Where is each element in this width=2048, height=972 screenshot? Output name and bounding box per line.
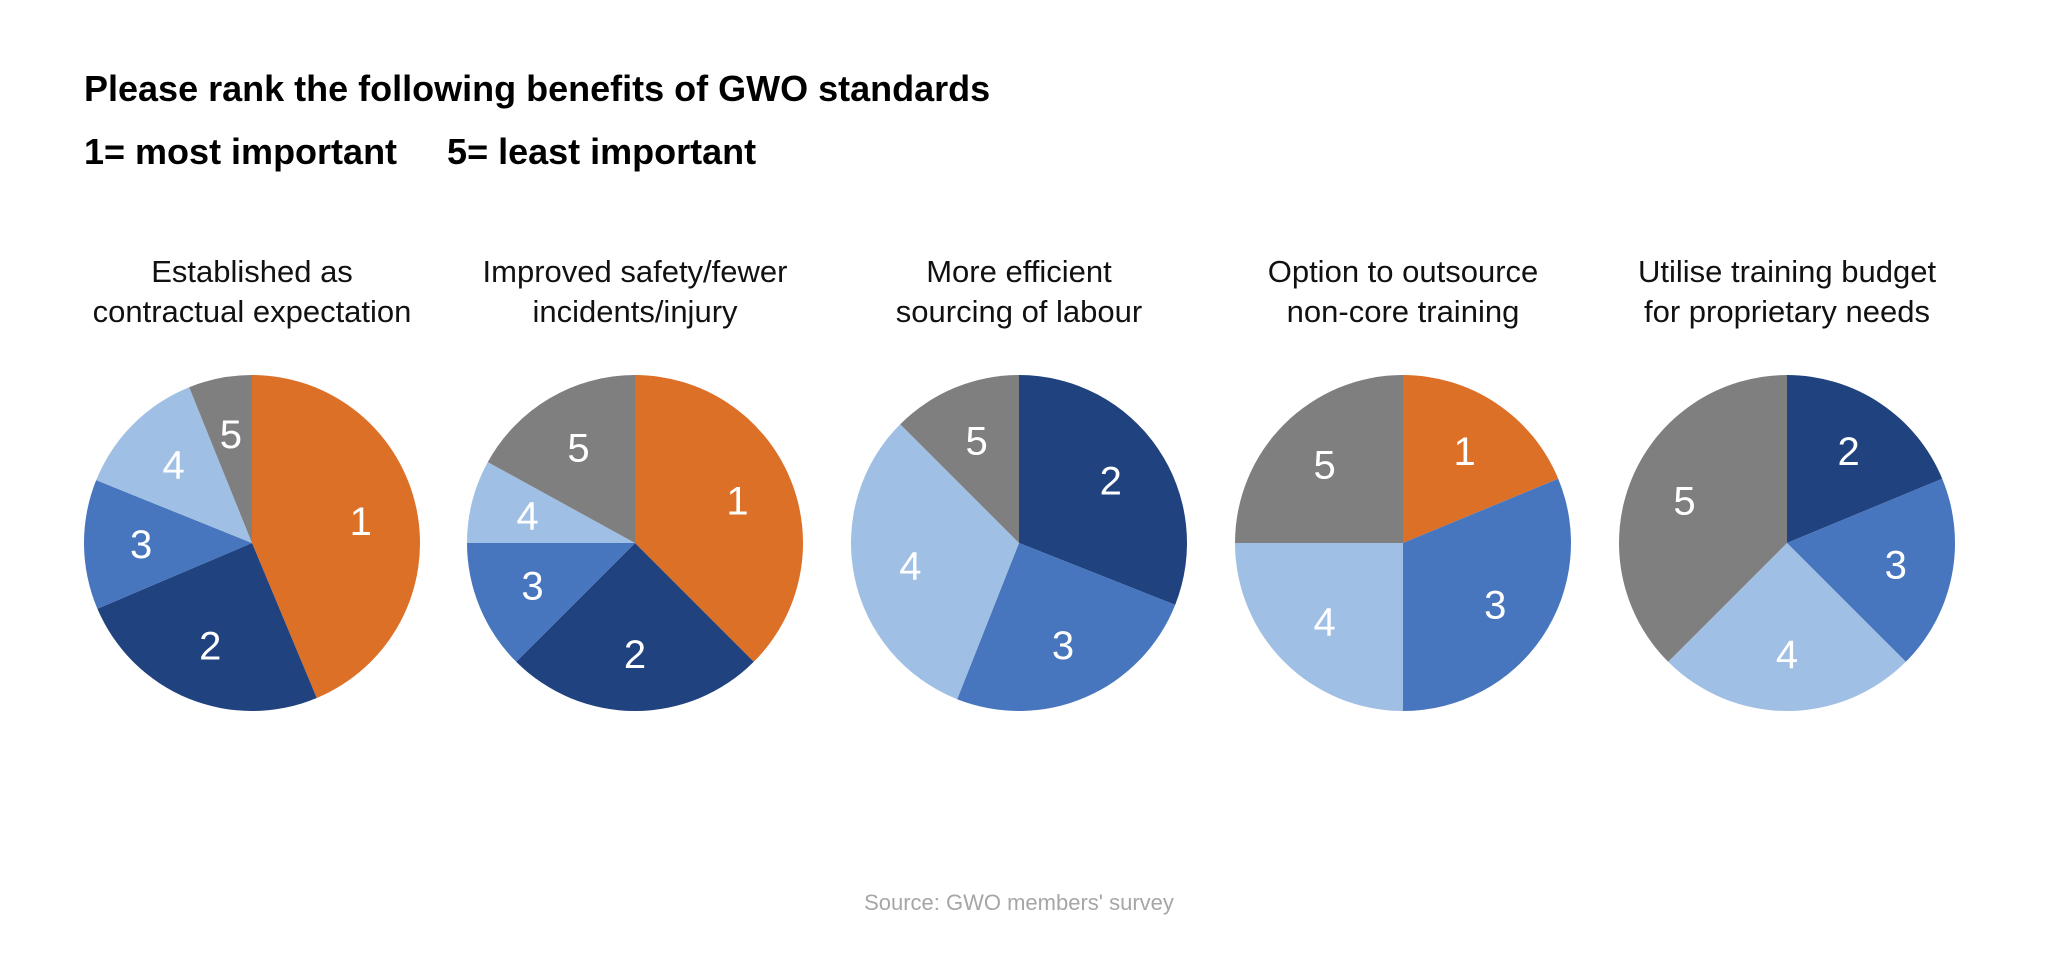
pie-1-slice-rank-5 [189, 375, 252, 543]
pie-2-slice-rank-1 [635, 375, 804, 662]
pie-2-slice-label: 2 [624, 633, 646, 677]
pie-1-slice-label: 3 [130, 523, 152, 567]
pie-title-2: Improved safety/fewer incidents/injury [435, 252, 835, 332]
pie-2-slice-rank-2 [516, 543, 754, 711]
pie-title-5: Utilise training budget for proprietary n… [1587, 252, 1987, 332]
pie-5-slice-label: 3 [1885, 544, 1907, 588]
pie-2-slice-label: 1 [726, 480, 748, 524]
pie-title-line: Option to outsource [1267, 254, 1539, 289]
pie-4-slice-rank-4 [1235, 543, 1403, 711]
pie-2-slice-rank-4 [467, 462, 635, 543]
pie-title-1: Established as contractual expectation [52, 252, 452, 332]
pie-5-slice-rank-3 [1787, 478, 1956, 662]
pie-1-slice-label: 1 [350, 500, 372, 544]
pie-1-slice-label: 4 [162, 444, 184, 488]
pie-4-slice-rank-5 [1235, 375, 1403, 543]
pie-title-3: More efficient sourcing of labour [819, 252, 1219, 332]
pie-2-slice-rank-5 [487, 375, 635, 543]
pie-4-slice-label: 3 [1484, 584, 1506, 628]
pie-3-slice-label: 3 [1052, 624, 1074, 668]
pie-1-slice-rank-3 [83, 480, 252, 609]
pie-3-slice-rank-2 [1019, 375, 1187, 605]
pie-5-slice-rank-5 [1619, 375, 1787, 662]
chart-subtitle: 1= most important 5= least important [84, 131, 757, 172]
pie-2-slice-label: 4 [516, 494, 538, 538]
pie-title-line: non-core training [1286, 294, 1520, 329]
pie-3-slice-label: 2 [1100, 460, 1122, 504]
pie-4-slice-label: 5 [1313, 444, 1335, 488]
pie-title-line: Improved safety/fewer [482, 254, 788, 289]
pie-title-line: for proprietary needs [1643, 294, 1931, 329]
pie-5-slice-rank-2 [1787, 375, 1943, 543]
source-note: Source: GWO members' survey [864, 890, 1174, 915]
pie-5-slice-label: 2 [1837, 430, 1859, 474]
pie-title-line: sourcing of labour [895, 294, 1143, 329]
pie-2-slice-label: 3 [521, 564, 543, 608]
pie-2-slice-label: 5 [567, 427, 589, 471]
pie-1-slice-rank-4 [96, 387, 253, 543]
pie-4-slice-label: 4 [1313, 600, 1335, 644]
pie-3-slice-rank-3 [957, 543, 1176, 711]
pie-3-slice-label: 5 [965, 420, 987, 464]
pie-4-slice-rank-3 [1403, 478, 1571, 711]
pie-1-slice-rank-1 [252, 375, 420, 699]
pie-title-line: More efficient [926, 254, 1112, 289]
pie-title-line: Utilise training budget [1637, 254, 1937, 289]
pie-3-slice-rank-4 [851, 424, 1019, 700]
pie-1-slice-label: 2 [199, 625, 221, 669]
pie-1-slice-label: 5 [220, 413, 242, 457]
pie-title-4: Option to outsource non-core training [1203, 252, 1603, 332]
pie-title-line: contractual expectation [92, 294, 412, 329]
pie-5-slice-rank-4 [1668, 543, 1906, 712]
pie-title-line: Established as [151, 254, 353, 289]
pie-3-slice-label: 4 [899, 544, 921, 588]
pie-3-slice-rank-5 [900, 375, 1019, 543]
pie-5-slice-label: 4 [1776, 633, 1798, 677]
chart-title: Please rank the following benefits of GW… [84, 68, 991, 109]
pie-4-slice-label: 1 [1453, 430, 1475, 474]
pie-5-slice-label: 5 [1673, 480, 1695, 524]
pie-4-slice-rank-1 [1403, 375, 1559, 543]
pie-2-slice-rank-3 [467, 543, 635, 662]
pie-title-line: incidents/injury [532, 294, 738, 329]
pie-1-slice-rank-2 [97, 543, 317, 712]
